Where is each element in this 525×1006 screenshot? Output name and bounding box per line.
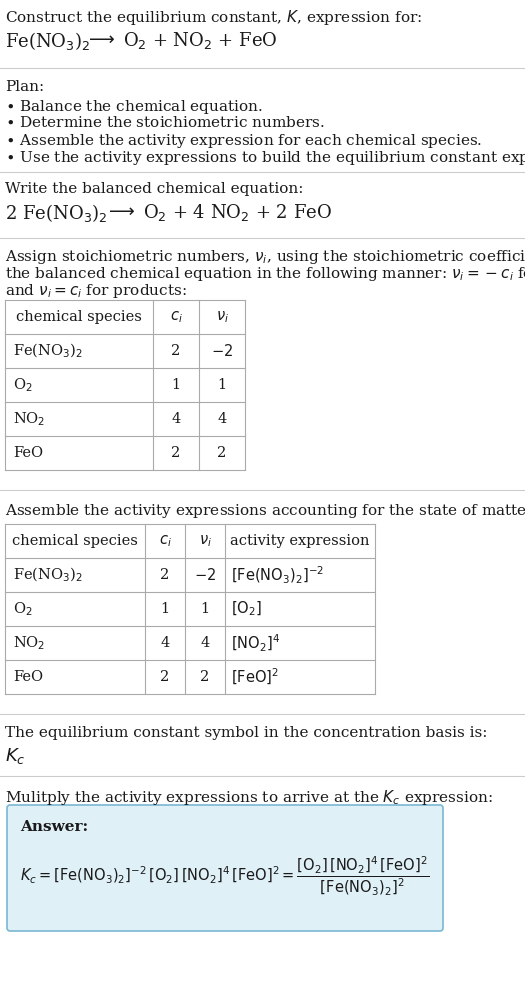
- Text: 4: 4: [171, 412, 181, 426]
- Text: 4: 4: [217, 412, 227, 426]
- Text: $K_c$: $K_c$: [5, 746, 26, 766]
- Text: 1: 1: [201, 602, 209, 616]
- Text: $\bullet$ Determine the stoichiometric numbers.: $\bullet$ Determine the stoichiometric n…: [5, 115, 325, 130]
- Bar: [5, 524, 375, 694]
- Text: Assemble the activity expressions accounting for the state of matter and $\nu_i$: Assemble the activity expressions accoun…: [5, 502, 525, 520]
- Text: $[\mathrm{Fe(NO_3)_2}]^{-2}$: $[\mathrm{Fe(NO_3)_2}]^{-2}$: [231, 564, 324, 585]
- Text: $-2$: $-2$: [211, 343, 233, 359]
- Text: NO$_2$: NO$_2$: [13, 410, 45, 428]
- Text: FeO: FeO: [13, 446, 43, 460]
- Text: The equilibrium constant symbol in the concentration basis is:: The equilibrium constant symbol in the c…: [5, 726, 488, 740]
- Text: activity expression: activity expression: [230, 534, 370, 548]
- Text: O$_2$: O$_2$: [13, 376, 33, 394]
- Text: 4: 4: [160, 636, 170, 650]
- Text: Construct the equilibrium constant, $K$, expression for:: Construct the equilibrium constant, $K$,…: [5, 8, 422, 27]
- Text: Fe(NO$_3$)$_2$: Fe(NO$_3$)$_2$: [13, 342, 82, 360]
- Text: 2: 2: [171, 344, 181, 358]
- Text: $[\mathrm{O_2}]$: $[\mathrm{O_2}]$: [231, 600, 262, 619]
- Text: $-2$: $-2$: [194, 567, 216, 583]
- Text: chemical species: chemical species: [12, 534, 138, 548]
- Bar: [5, 300, 245, 470]
- Text: $\bullet$ Assemble the activity expression for each chemical species.: $\bullet$ Assemble the activity expressi…: [5, 132, 482, 150]
- Text: Fe(NO$_3$)$_2$: Fe(NO$_3$)$_2$: [5, 30, 90, 52]
- Text: 1: 1: [161, 602, 170, 616]
- Text: $c_i$: $c_i$: [159, 533, 172, 549]
- Text: 2: 2: [171, 446, 181, 460]
- Text: 2 Fe(NO$_3$)$_2$: 2 Fe(NO$_3$)$_2$: [5, 202, 108, 224]
- Text: $K_c = [\mathrm{Fe(NO_3)_2}]^{-2}\,[\mathrm{O_2}]\,[\mathrm{NO_2}]^4\,[\mathrm{F: $K_c = [\mathrm{Fe(NO_3)_2}]^{-2}\,[\mat…: [20, 854, 429, 897]
- Text: $[\mathrm{NO_2}]^4$: $[\mathrm{NO_2}]^4$: [231, 633, 280, 654]
- Text: and $\nu_i = c_i$ for products:: and $\nu_i = c_i$ for products:: [5, 282, 187, 300]
- Text: 1: 1: [172, 378, 181, 392]
- Text: 2: 2: [217, 446, 227, 460]
- Text: $c_i$: $c_i$: [170, 309, 182, 325]
- Text: 2: 2: [160, 568, 170, 582]
- Text: Plan:: Plan:: [5, 80, 44, 94]
- Text: $\longrightarrow$: $\longrightarrow$: [85, 30, 116, 48]
- Text: 2: 2: [201, 670, 209, 684]
- Text: $\bullet$ Balance the chemical equation.: $\bullet$ Balance the chemical equation.: [5, 98, 263, 116]
- Text: 2: 2: [160, 670, 170, 684]
- Text: 4: 4: [201, 636, 209, 650]
- Text: FeO: FeO: [13, 670, 43, 684]
- Text: Assign stoichiometric numbers, $\nu_i$, using the stoichiometric coefficients, $: Assign stoichiometric numbers, $\nu_i$, …: [5, 248, 525, 266]
- Text: $\nu_i$: $\nu_i$: [216, 309, 228, 325]
- Text: $\bullet$ Use the activity expressions to build the equilibrium constant express: $\bullet$ Use the activity expressions t…: [5, 149, 525, 167]
- Text: Mulitply the activity expressions to arrive at the $K_c$ expression:: Mulitply the activity expressions to arr…: [5, 788, 493, 807]
- Text: O$_2$ + NO$_2$ + FeO: O$_2$ + NO$_2$ + FeO: [123, 30, 278, 51]
- Text: O$_2$: O$_2$: [13, 601, 33, 618]
- Text: 1: 1: [217, 378, 227, 392]
- Text: chemical species: chemical species: [16, 310, 142, 324]
- Text: the balanced chemical equation in the following manner: $\nu_i = -c_i$ for react: the balanced chemical equation in the fo…: [5, 265, 525, 283]
- Text: Answer:: Answer:: [20, 820, 88, 834]
- FancyBboxPatch shape: [7, 805, 443, 931]
- Text: NO$_2$: NO$_2$: [13, 634, 45, 652]
- Text: $\longrightarrow$: $\longrightarrow$: [105, 202, 135, 220]
- Text: Write the balanced chemical equation:: Write the balanced chemical equation:: [5, 182, 303, 196]
- Text: $[\mathrm{FeO}]^2$: $[\mathrm{FeO}]^2$: [231, 667, 279, 687]
- Text: $\nu_i$: $\nu_i$: [198, 533, 212, 549]
- Text: Fe(NO$_3$)$_2$: Fe(NO$_3$)$_2$: [13, 565, 82, 584]
- Text: O$_2$ + 4 NO$_2$ + 2 FeO: O$_2$ + 4 NO$_2$ + 2 FeO: [143, 202, 332, 223]
